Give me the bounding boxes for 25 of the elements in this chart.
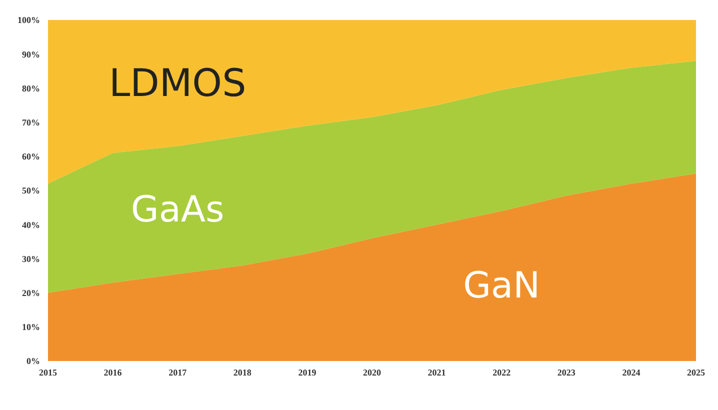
x-tick-label: 2022 bbox=[492, 367, 512, 378]
y-tick-label: 80% bbox=[22, 83, 40, 94]
x-tick-label: 2024 bbox=[622, 367, 641, 378]
x-tick-label: 2017 bbox=[168, 367, 188, 378]
y-tick-label: 30% bbox=[22, 254, 40, 264]
y-tick-label: 0% bbox=[26, 356, 40, 366]
series-label: GaAs bbox=[130, 190, 224, 231]
y-tick-label: 70% bbox=[22, 117, 40, 128]
series-label: GaN bbox=[463, 265, 540, 306]
y-tick-label: 90% bbox=[22, 49, 40, 60]
y-tick-label: 50% bbox=[22, 186, 40, 196]
x-tick-label: 2018 bbox=[233, 367, 252, 378]
y-tick-label: 20% bbox=[22, 288, 40, 298]
y-tick-label: 100% bbox=[18, 15, 40, 26]
series-label: LDMOS bbox=[108, 61, 246, 106]
y-tick-label: 40% bbox=[22, 220, 40, 230]
x-tick-label: 2023 bbox=[557, 367, 576, 378]
x-tick-label: 2021 bbox=[428, 367, 446, 378]
x-tick-label: 2025 bbox=[687, 367, 706, 378]
x-tick-label: 2019 bbox=[298, 367, 317, 378]
y-tick-label: 10% bbox=[22, 322, 40, 332]
x-tick-label: 2016 bbox=[104, 367, 122, 378]
y-tick-label: 60% bbox=[22, 152, 40, 162]
x-tick-label: 2015 bbox=[39, 367, 58, 378]
x-tick-label: 2020 bbox=[363, 367, 382, 378]
